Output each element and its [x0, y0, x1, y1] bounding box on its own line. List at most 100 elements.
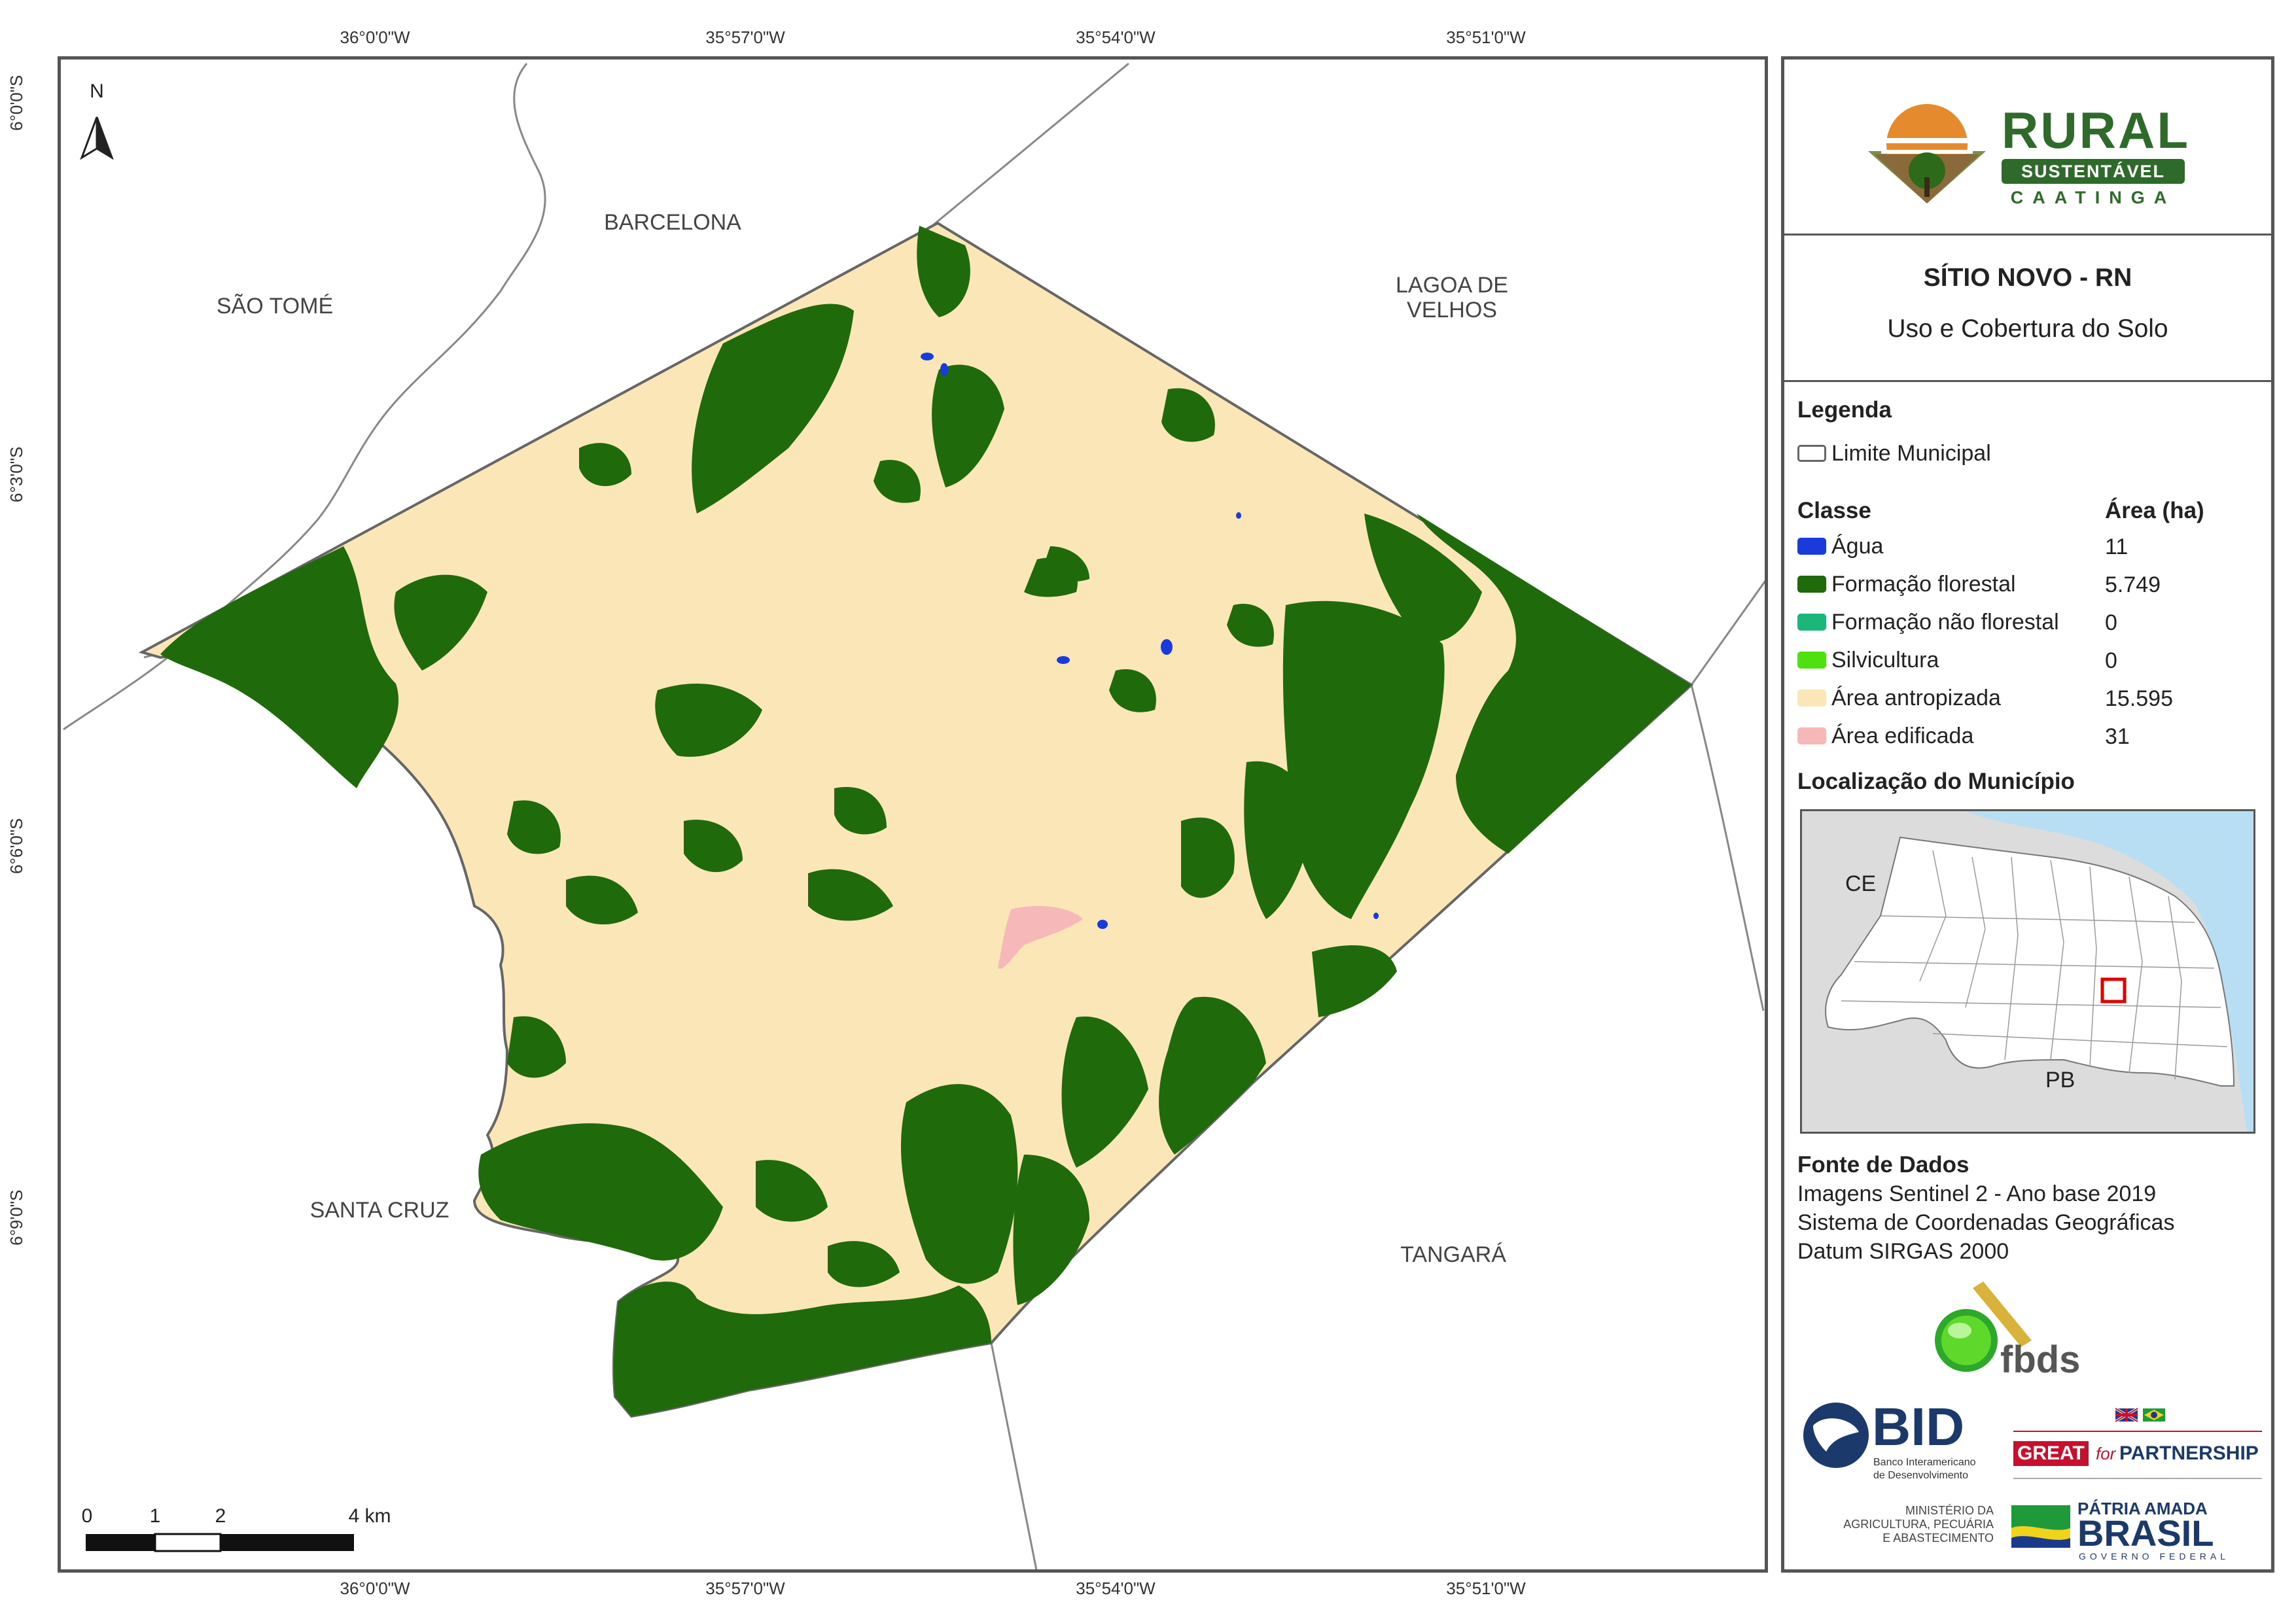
location-title: Localização do Município [1797, 769, 2075, 794]
legend-label-formacao-florestal: Formação florestal [1831, 571, 2016, 597]
legend-title: Legenda [1797, 397, 1892, 423]
boundary-tangara-east [1690, 684, 1765, 1011]
place-lagoa-de-velhos-2: VELHOS [1407, 298, 1497, 323]
ministry-line1: MINISTÉRIO DA [1905, 1504, 1994, 1517]
legend-label-area-antropizada: Área antropizada [1831, 685, 2001, 710]
place-sao-tome: SÃO TOMÉ [216, 294, 334, 319]
map-subtitle: Uso e Cobertura do Solo [1887, 315, 2168, 343]
fbds-wordmark: fbds [2000, 1338, 2081, 1381]
class-header: Classe [1797, 498, 1871, 523]
info-panel: RURAL SUSTENTÁVEL CAATINGA SÍTIO NOVO - … [1781, 56, 2274, 1573]
source-line-3: Datum SIRGAS 2000 [1797, 1239, 2009, 1264]
flags-icon [2115, 1407, 2165, 1423]
legend-row-formacao-nao-florestal: Formação não florestal [1797, 609, 2059, 635]
coord-bottom-3: 35°54'0"W [1076, 1579, 1156, 1598]
scale-label-4km: 4 km [348, 1505, 391, 1527]
coord-left-4: 6°9'0"S [7, 1189, 26, 1246]
formacao-florestal-swatch [1797, 576, 1826, 593]
bid-sub-line1: Banco Interamericano [1873, 1457, 1976, 1468]
legend-label-formacao-nao-florestal: Formação não florestal [1831, 609, 2059, 635]
coord-left-3: 6°6'0"S [7, 818, 26, 874]
place-barcelona: BARCELONA [604, 210, 741, 235]
source-line-2: Sistema de Coordenadas Geográficas [1797, 1210, 2175, 1235]
legend-row-silvicultura: Silvicultura [1797, 648, 1939, 672]
water-bodies [921, 353, 1379, 929]
scale-label-2: 2 [215, 1505, 226, 1527]
great-partnership-logo: GREAT for PARTNERSHIP [2013, 1407, 2262, 1486]
great-rule-top [2013, 1431, 2262, 1432]
brasil-flag-icon [2011, 1505, 2070, 1548]
fbds-logo: fbds [1927, 1275, 2097, 1386]
brasil-text: BRASIL [2077, 1512, 2214, 1554]
patria-amada-brasil-logo: PÁTRIA AMADA BRASIL GOVERNO FEDERAL [2008, 1499, 2244, 1562]
ministry-line3: E ABASTECIMENTO [1882, 1531, 1994, 1544]
boundary-lagoa-east [1690, 580, 1765, 686]
legend-label-agua: Água [1831, 533, 1884, 559]
separator [1784, 380, 2271, 382]
area-edificada-swatch [1797, 727, 1826, 744]
logo-sun-icon [1868, 104, 1986, 203]
legend-limit: Limite Municipal [1797, 440, 1991, 466]
inset-location-marker [2100, 977, 2127, 1003]
logo-word-rural: RURAL [2002, 101, 2190, 159]
area-value-formacao-florestal: 5.749 [2105, 572, 2161, 597]
coord-top-1: 36°0'0"W [340, 27, 410, 47]
coord-left-1: 6°0'0"S [7, 75, 26, 131]
map-svg: N 0 1 2 4 km [63, 62, 1765, 1569]
coord-top-4: 35°51'0"W [1446, 27, 1526, 47]
coord-bottom-1: 36°0'0"W [340, 1579, 410, 1598]
legend-row-area-edificada: Área edificada [1797, 724, 1973, 748]
area-antropizada-swatch [1797, 689, 1826, 707]
map-canvas[interactable]: N 0 1 2 4 km SÃO TOMÉ BARCELONA LAGOA DE… [58, 56, 1768, 1573]
source-line-1: Imagens Sentinel 2 - Ano base 2019 [1797, 1181, 2157, 1206]
coord-top-2: 35°57'0"W [705, 27, 785, 47]
coord-bottom-4: 35°51'0"W [1446, 1579, 1526, 1598]
patria-amada-text: PÁTRIA AMADA [2077, 1499, 2208, 1518]
ministry-line2: AGRICULTURA, PECUÁRIA [1843, 1518, 1994, 1531]
north-arrow-icon [80, 116, 114, 160]
rural-sustentavel-logo: RURAL SUSTENTÁVEL CAATINGA [1862, 99, 2202, 210]
place-santa-cruz: SANTA CRUZ [309, 1198, 450, 1223]
legend-label-silvicultura: Silvicultura [1831, 647, 1939, 672]
bid-wordmark: BID [1872, 1397, 1965, 1457]
legend-label-area-edificada: Área edificada [1831, 723, 1974, 748]
governo-federal-text: GOVERNO FEDERAL [2079, 1551, 2230, 1562]
municipality-boundary [138, 221, 1694, 1418]
inset-ocean [1966, 811, 2253, 1132]
logo-word-caatinga: CAATINGA [2010, 188, 2176, 207]
legend-row-agua: Água [1797, 533, 1884, 559]
legend-row-formacao-florestal: Formação florestal [1797, 571, 2016, 597]
place-tangara: TANGARÁ [1400, 1242, 1506, 1267]
scale-bar [86, 1533, 354, 1552]
north-label: N [90, 80, 104, 102]
ministry-logo: MINISTÉRIO DA AGRICULTURA, PECUÁRIA E AB… [1824, 1504, 1994, 1545]
area-header: Área (ha) [2105, 498, 2204, 523]
separator [1784, 234, 2271, 236]
bid-globe-icon [1803, 1403, 1869, 1468]
inset-svg [1802, 811, 2253, 1132]
scale-label-0: 0 [82, 1505, 93, 1527]
area-value-area-edificada: 31 [2105, 724, 2130, 749]
great-for: for [2096, 1444, 2116, 1463]
urban-area [998, 906, 1083, 969]
area-value-formacao-nao-florestal: 0 [2105, 610, 2117, 635]
great-wordmark: GREAT [2013, 1441, 2089, 1466]
boundary-santacruz-tangara [990, 1342, 1038, 1569]
fbds-logo-icon [1935, 1282, 2032, 1372]
formacao-nao-florestal-swatch [1797, 614, 1826, 631]
map-title: SÍTIO NOVO - RN [1923, 264, 2132, 292]
limit-label: Limite Municipal [1831, 440, 1991, 466]
source-title: Fonte de Dados [1797, 1152, 1969, 1178]
bid-sub-line2: de Desenvolvimento [1873, 1470, 1968, 1481]
scale-label-1: 1 [150, 1505, 161, 1527]
bid-logo: BID Banco Interamericano de Desenvolvime… [1800, 1399, 1996, 1491]
great-rule-bottom [2013, 1478, 2262, 1479]
limit-swatch [1797, 445, 1826, 462]
coord-bottom-2: 35°57'0"W [705, 1579, 785, 1598]
forest-patches [160, 226, 1691, 1416]
silvicultura-swatch [1797, 652, 1826, 669]
partnership-wordmark: PARTNERSHIP [2119, 1442, 2259, 1464]
area-value-area-antropizada: 15.595 [2105, 686, 2173, 711]
location-inset-map[interactable]: CE PB [1800, 809, 2255, 1134]
inset-municipal-lines [1841, 850, 2228, 1080]
